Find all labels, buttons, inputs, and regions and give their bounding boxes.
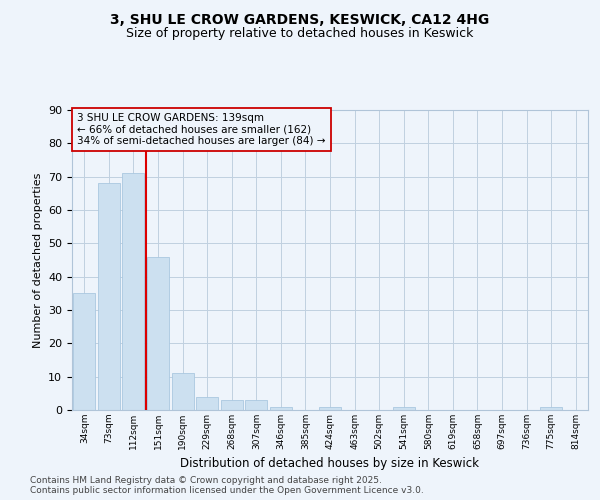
Y-axis label: Number of detached properties: Number of detached properties [32, 172, 43, 348]
Bar [196, 396, 218, 410]
Bar [319, 406, 341, 410]
Bar [122, 174, 145, 410]
Bar [172, 374, 194, 410]
Text: Size of property relative to detached houses in Keswick: Size of property relative to detached ho… [127, 28, 473, 40]
Bar [73, 294, 95, 410]
X-axis label: Distribution of detached houses by size in Keswick: Distribution of detached houses by size … [181, 458, 479, 470]
Bar [245, 400, 268, 410]
Text: Contains HM Land Registry data © Crown copyright and database right 2025.
Contai: Contains HM Land Registry data © Crown c… [30, 476, 424, 495]
Bar [540, 406, 562, 410]
Bar [98, 184, 120, 410]
Text: 3 SHU LE CROW GARDENS: 139sqm
← 66% of detached houses are smaller (162)
34% of : 3 SHU LE CROW GARDENS: 139sqm ← 66% of d… [77, 113, 326, 146]
Bar [270, 406, 292, 410]
Bar [147, 256, 169, 410]
Text: 3, SHU LE CROW GARDENS, KESWICK, CA12 4HG: 3, SHU LE CROW GARDENS, KESWICK, CA12 4H… [110, 12, 490, 26]
Bar [392, 406, 415, 410]
Bar [221, 400, 243, 410]
